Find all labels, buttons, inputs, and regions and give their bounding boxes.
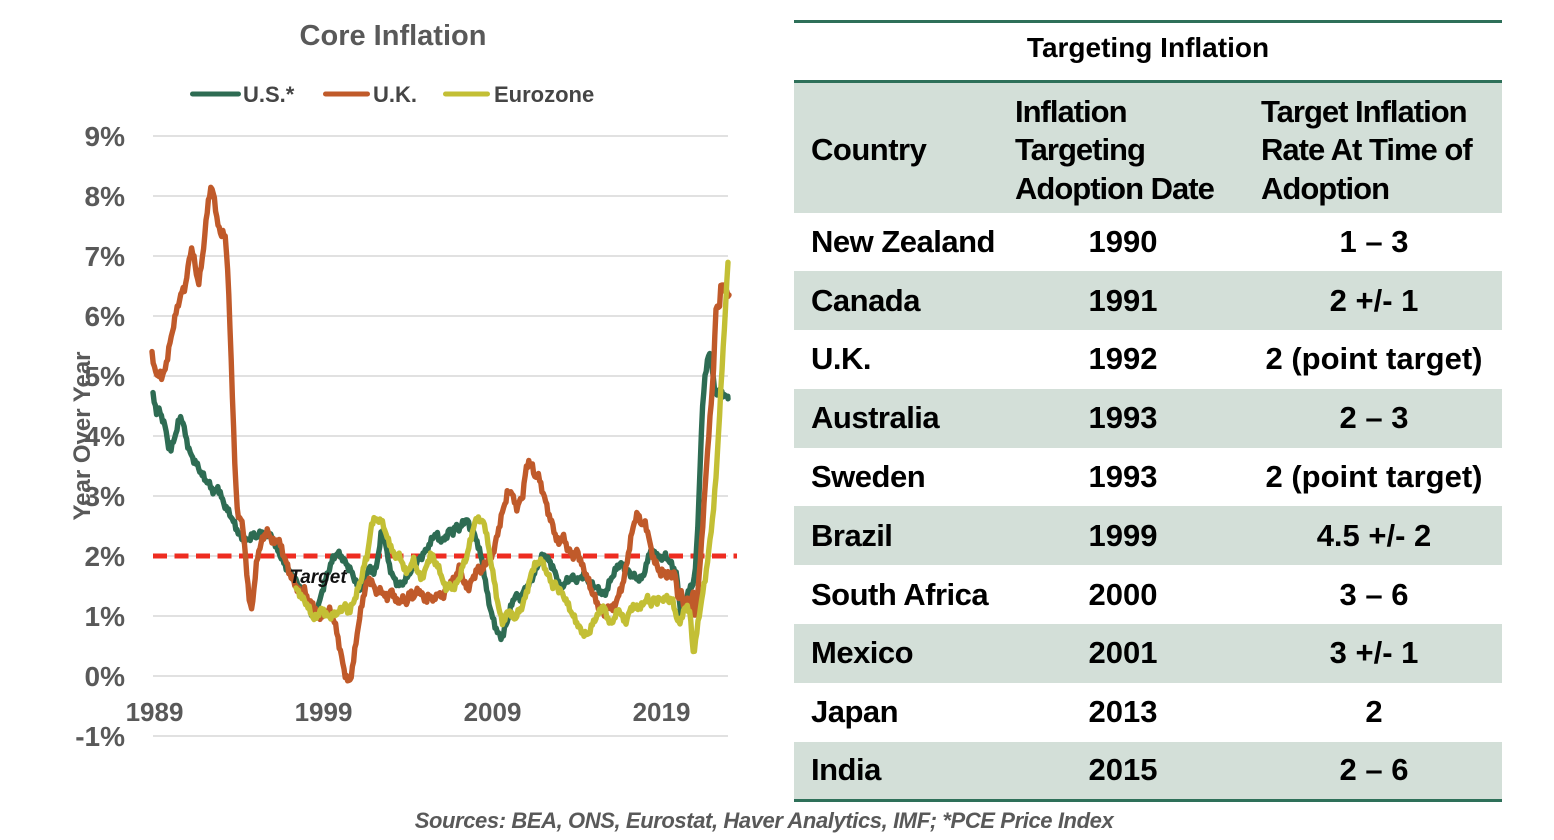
- svg-text:Target: Target: [289, 567, 347, 588]
- svg-text:7%: 7%: [85, 241, 126, 272]
- svg-text:5%: 5%: [85, 361, 126, 392]
- svg-text:1999: 1999: [295, 697, 353, 727]
- svg-text:-1%: -1%: [75, 721, 125, 752]
- svg-text:U.K.: U.K.: [373, 82, 417, 107]
- svg-text:6%: 6%: [85, 301, 126, 332]
- svg-text:Eurozone: Eurozone: [494, 82, 594, 107]
- svg-text:1989: 1989: [126, 697, 184, 727]
- svg-text:U.S.*: U.S.*: [243, 82, 295, 107]
- svg-text:2019: 2019: [633, 697, 691, 727]
- svg-text:Core Inflation: Core Inflation: [300, 20, 487, 52]
- svg-text:Year Over Year: Year Over Year: [69, 351, 96, 520]
- svg-text:2%: 2%: [85, 541, 126, 572]
- svg-text:1%: 1%: [85, 601, 126, 632]
- svg-text:9%: 9%: [85, 121, 126, 152]
- svg-text:3%: 3%: [85, 481, 126, 512]
- svg-text:0%: 0%: [85, 661, 126, 692]
- svg-text:2009: 2009: [464, 697, 522, 727]
- svg-text:4%: 4%: [85, 421, 126, 452]
- svg-text:8%: 8%: [85, 181, 126, 212]
